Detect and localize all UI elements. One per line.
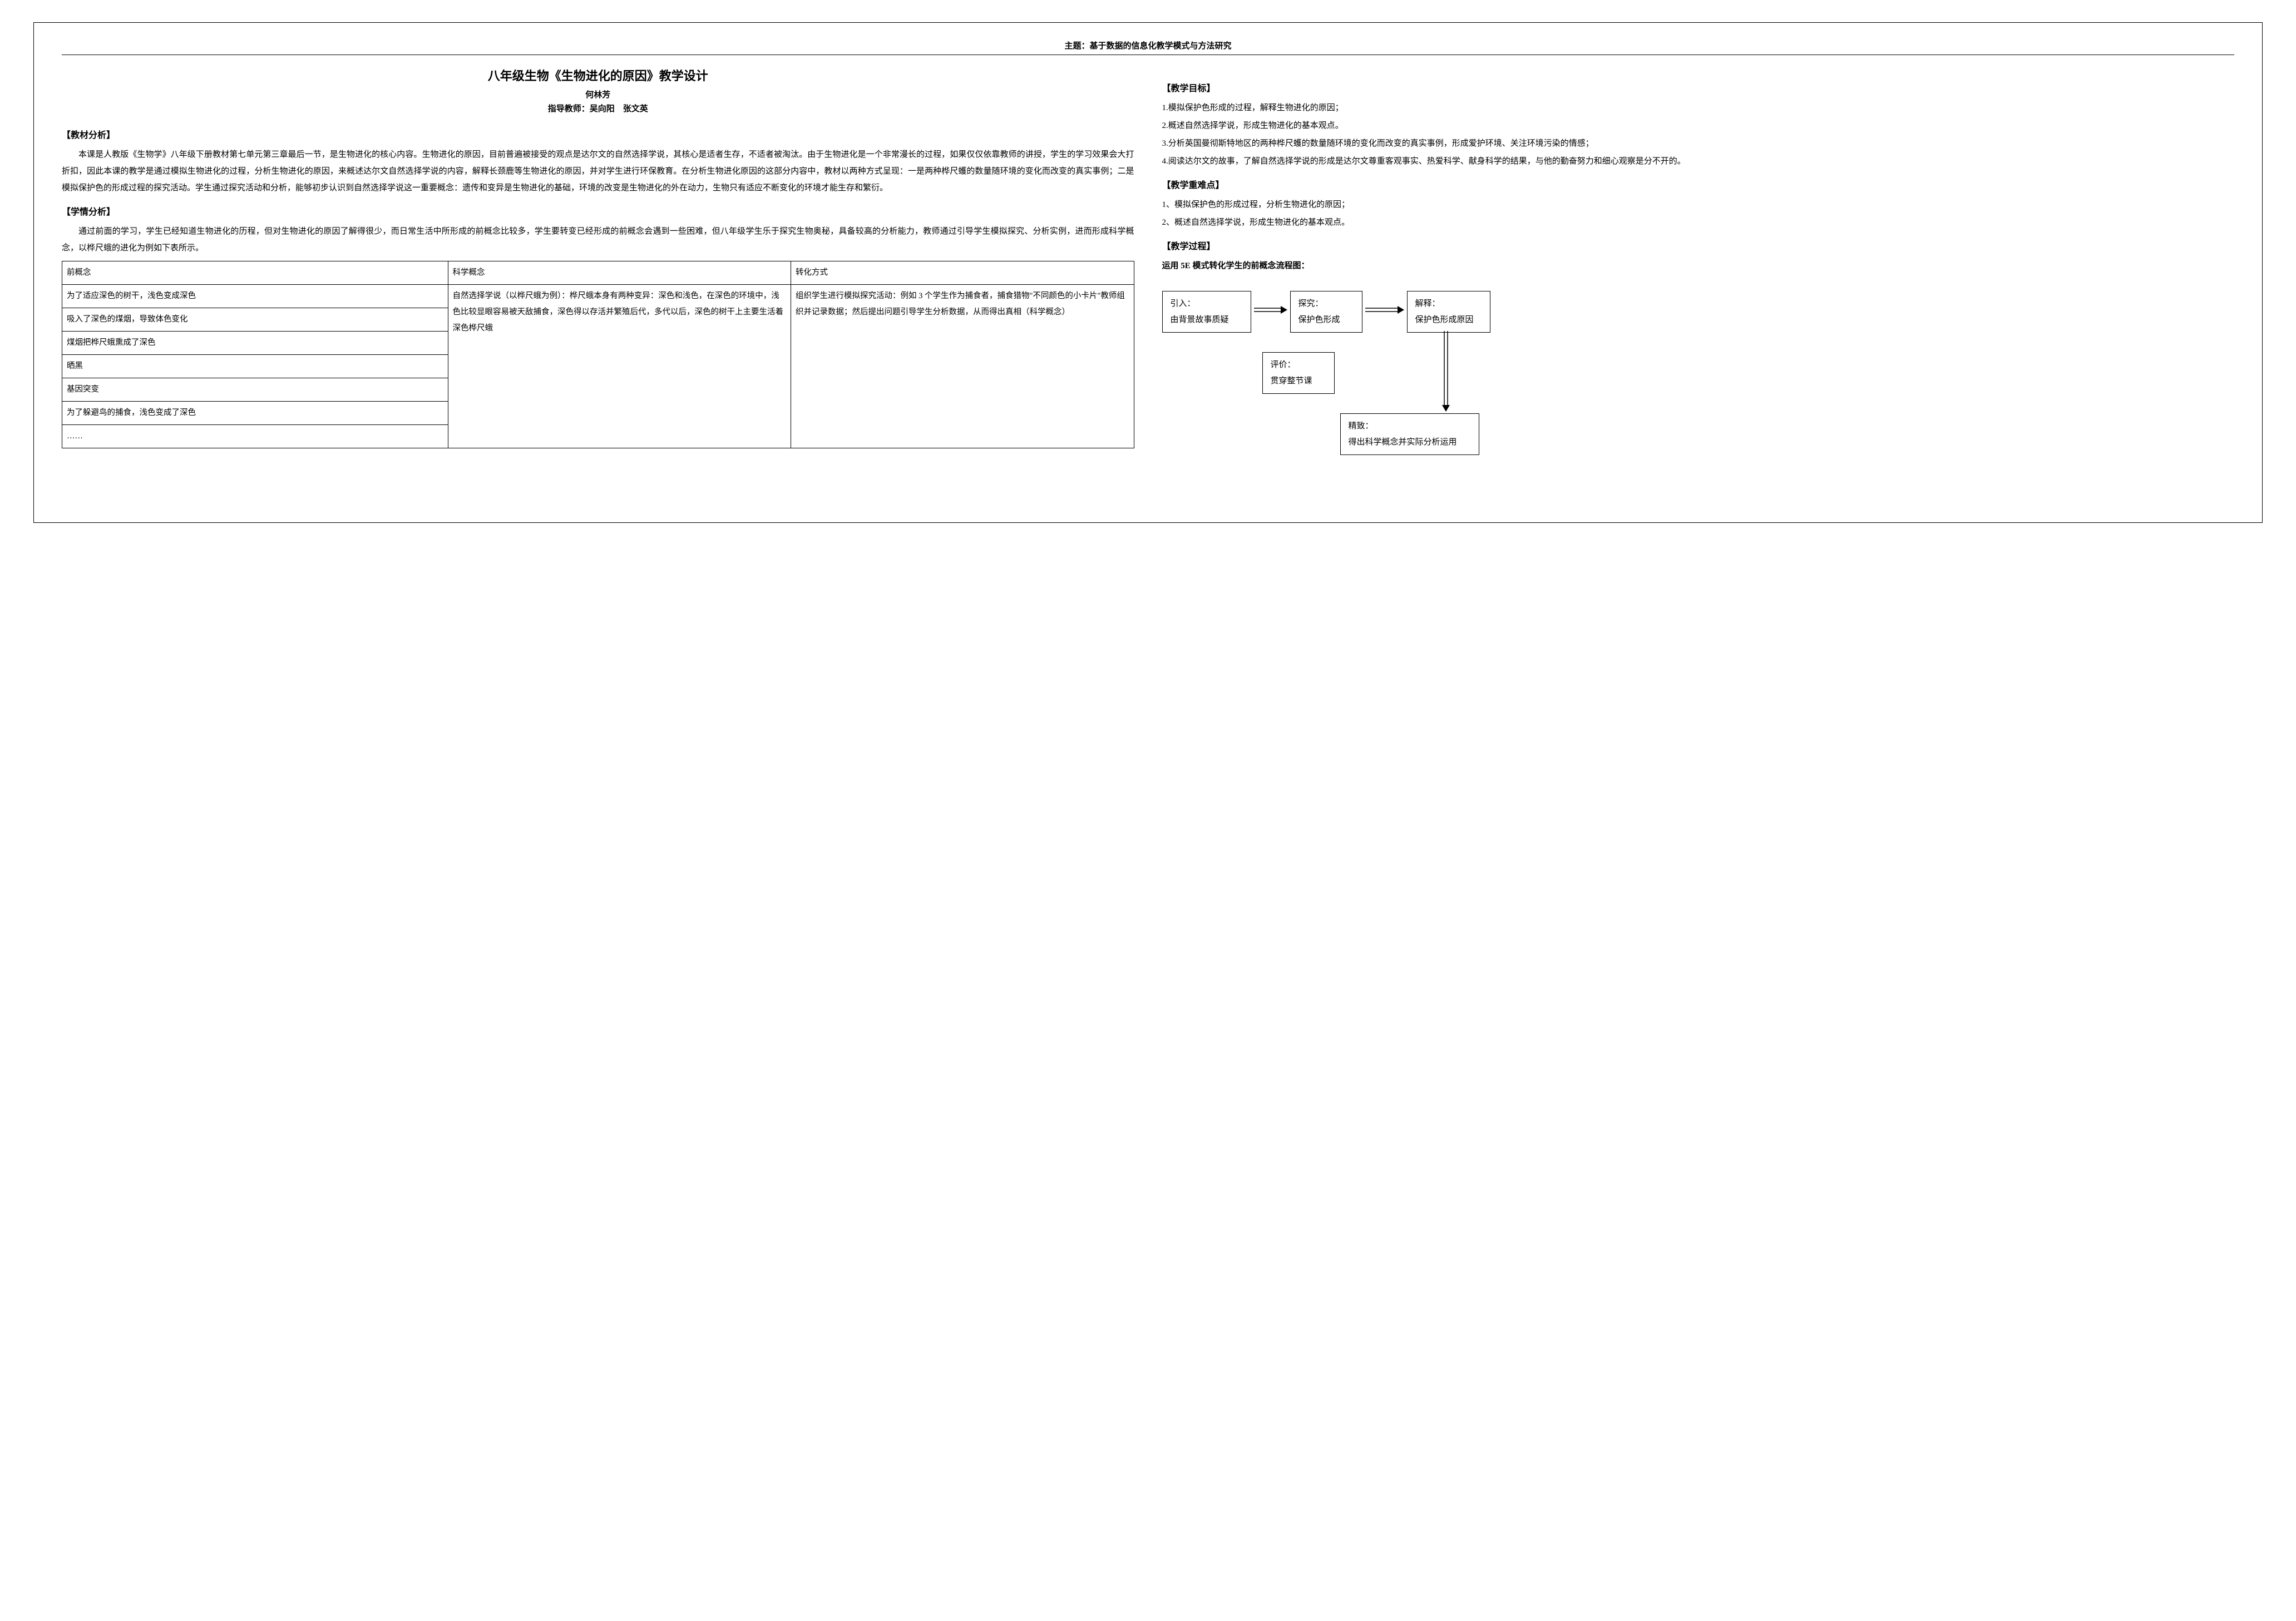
table-header-row: 前概念 科学概念 转化方式 (62, 261, 1134, 285)
table-header-cell: 转化方式 (791, 261, 1134, 285)
page-frame: 主题：基于数据的信息化教学模式与方法研究 八年级生物《生物进化的原因》教学设计 … (33, 22, 2263, 523)
author-name: 何林芳 (62, 88, 1134, 100)
flow-box-line2: 由背景故事质疑 (1171, 312, 1243, 328)
table-cell: 为了适应深色的树干，浅色变成深色 (62, 285, 448, 308)
document-title: 八年级生物《生物进化的原因》教学设计 (62, 66, 1134, 84)
objective-item: 2.概述自然选择学说，形成生物进化的基本观点。 (1162, 117, 2235, 134)
flow-box-intro: 引入： 由背景故事质疑 (1162, 291, 1251, 333)
table-header-cell: 科学概念 (448, 261, 791, 285)
learner-heading: 【学情分析】 (62, 204, 1134, 218)
table-cell: 吸入了深色的煤烟，导致体色变化 (62, 308, 448, 332)
objective-item: 1.模拟保护色形成的过程，解释生物进化的原因； (1162, 100, 2235, 116)
keypoint-item: 2、概述自然选择学说，形成生物进化的基本观点。 (1162, 214, 2235, 231)
objective-item: 4.阅读达尔文的故事，了解自然选择学说的形成是达尔文尊重客观事实、热爱科学、献身… (1162, 153, 2235, 170)
process-subtitle: 运用 5E 模式转化学生的前概念流程图： (1162, 258, 2235, 274)
table-cell: 为了躲避鸟的捕食，浅色变成了深色 (62, 402, 448, 425)
table-cell: 煤烟把桦尺蛾熏成了深色 (62, 332, 448, 355)
page-header: 主题：基于数据的信息化教学模式与方法研究 (62, 39, 2234, 55)
flow-box-evaluate: 评价： 贯穿整节课 (1262, 352, 1335, 394)
table-cell: 基因突变 (62, 378, 448, 402)
two-column-layout: 八年级生物《生物进化的原因》教学设计 何林芳 指导教师：吴向阳 张文英 【教材分… (62, 66, 2234, 463)
flow-box-line2: 得出科学概念并实际分析运用 (1349, 434, 1471, 451)
learner-paragraph: 通过前面的学习，学生已经知道生物进化的历程，但对生物进化的原因了解得很少，而日常… (62, 223, 1134, 256)
flow-box-line1: 评价： (1271, 357, 1326, 373)
flowchart: 引入： 由背景故事质疑 探究： 保护色形成 解释： 保护色形成原因 评价： 贯穿… (1162, 285, 2235, 463)
flow-box-line1: 引入： (1171, 296, 1243, 312)
advisor-line: 指导教师：吴向阳 张文英 (62, 102, 1134, 114)
flow-box-line2: 保护色形成 (1298, 312, 1354, 328)
flow-box-line2: 保护色形成原因 (1415, 312, 1482, 328)
table-cell: …… (62, 425, 448, 448)
arrow-icon (1254, 304, 1287, 318)
flow-box-line2: 贯穿整节课 (1271, 373, 1326, 389)
process-heading: 【教学过程】 (1162, 239, 2235, 252)
table-row: 为了适应深色的树干，浅色变成深色 自然选择学说（以桦尺蛾为例）：桦尺蛾本身有两种… (62, 285, 1134, 308)
keypoints-heading: 【教学重难点】 (1162, 177, 2235, 191)
left-column: 八年级生物《生物进化的原因》教学设计 何林芳 指导教师：吴向阳 张文英 【教材分… (62, 66, 1134, 463)
flow-box-explore: 探究： 保护色形成 (1290, 291, 1362, 333)
flow-box-line1: 精致： (1349, 418, 1471, 434)
material-paragraph: 本课是人教版《生物学》八年级下册教材第七单元第三章最后一节，是生物进化的核心内容… (62, 146, 1134, 196)
table-cell: 晒黑 (62, 355, 448, 378)
table-cell-method: 组织学生进行模拟探究活动：例如 3 个学生作为捕食者，捕食猎物"不同颜色的小卡片… (791, 285, 1134, 448)
flow-box-elaborate: 精致： 得出科学概念并实际分析运用 (1340, 413, 1479, 455)
arrow-icon (1365, 304, 1404, 318)
preconcept-item: 为了适应深色的树干，浅色变成深色 (67, 288, 443, 304)
table-header-cell: 前概念 (62, 261, 448, 285)
concept-table: 前概念 科学概念 转化方式 为了适应深色的树干，浅色变成深色 自然选择学说（以桦… (62, 261, 1134, 448)
objective-item: 3.分析英国曼彻斯特地区的两种桦尺蠖的数量随环境的变化而改变的真实事例，形成爱护… (1162, 135, 2235, 152)
objectives-heading: 【教学目标】 (1162, 81, 2235, 94)
flow-box-line1: 探究： (1298, 296, 1354, 312)
material-heading: 【教材分析】 (62, 127, 1134, 141)
keypoint-item: 1、模拟保护色的形成过程，分析生物进化的原因； (1162, 196, 2235, 213)
right-column: 【教学目标】 1.模拟保护色形成的过程，解释生物进化的原因； 2.概述自然选择学… (1162, 66, 2235, 463)
flow-box-line1: 解释： (1415, 296, 1482, 312)
table-cell-science: 自然选择学说（以桦尺蛾为例）：桦尺蛾本身有两种变异：深色和浅色，在深色的环境中，… (448, 285, 791, 448)
flow-box-explain: 解释： 保护色形成原因 (1407, 291, 1490, 333)
arrow-down-icon (1440, 331, 1451, 414)
